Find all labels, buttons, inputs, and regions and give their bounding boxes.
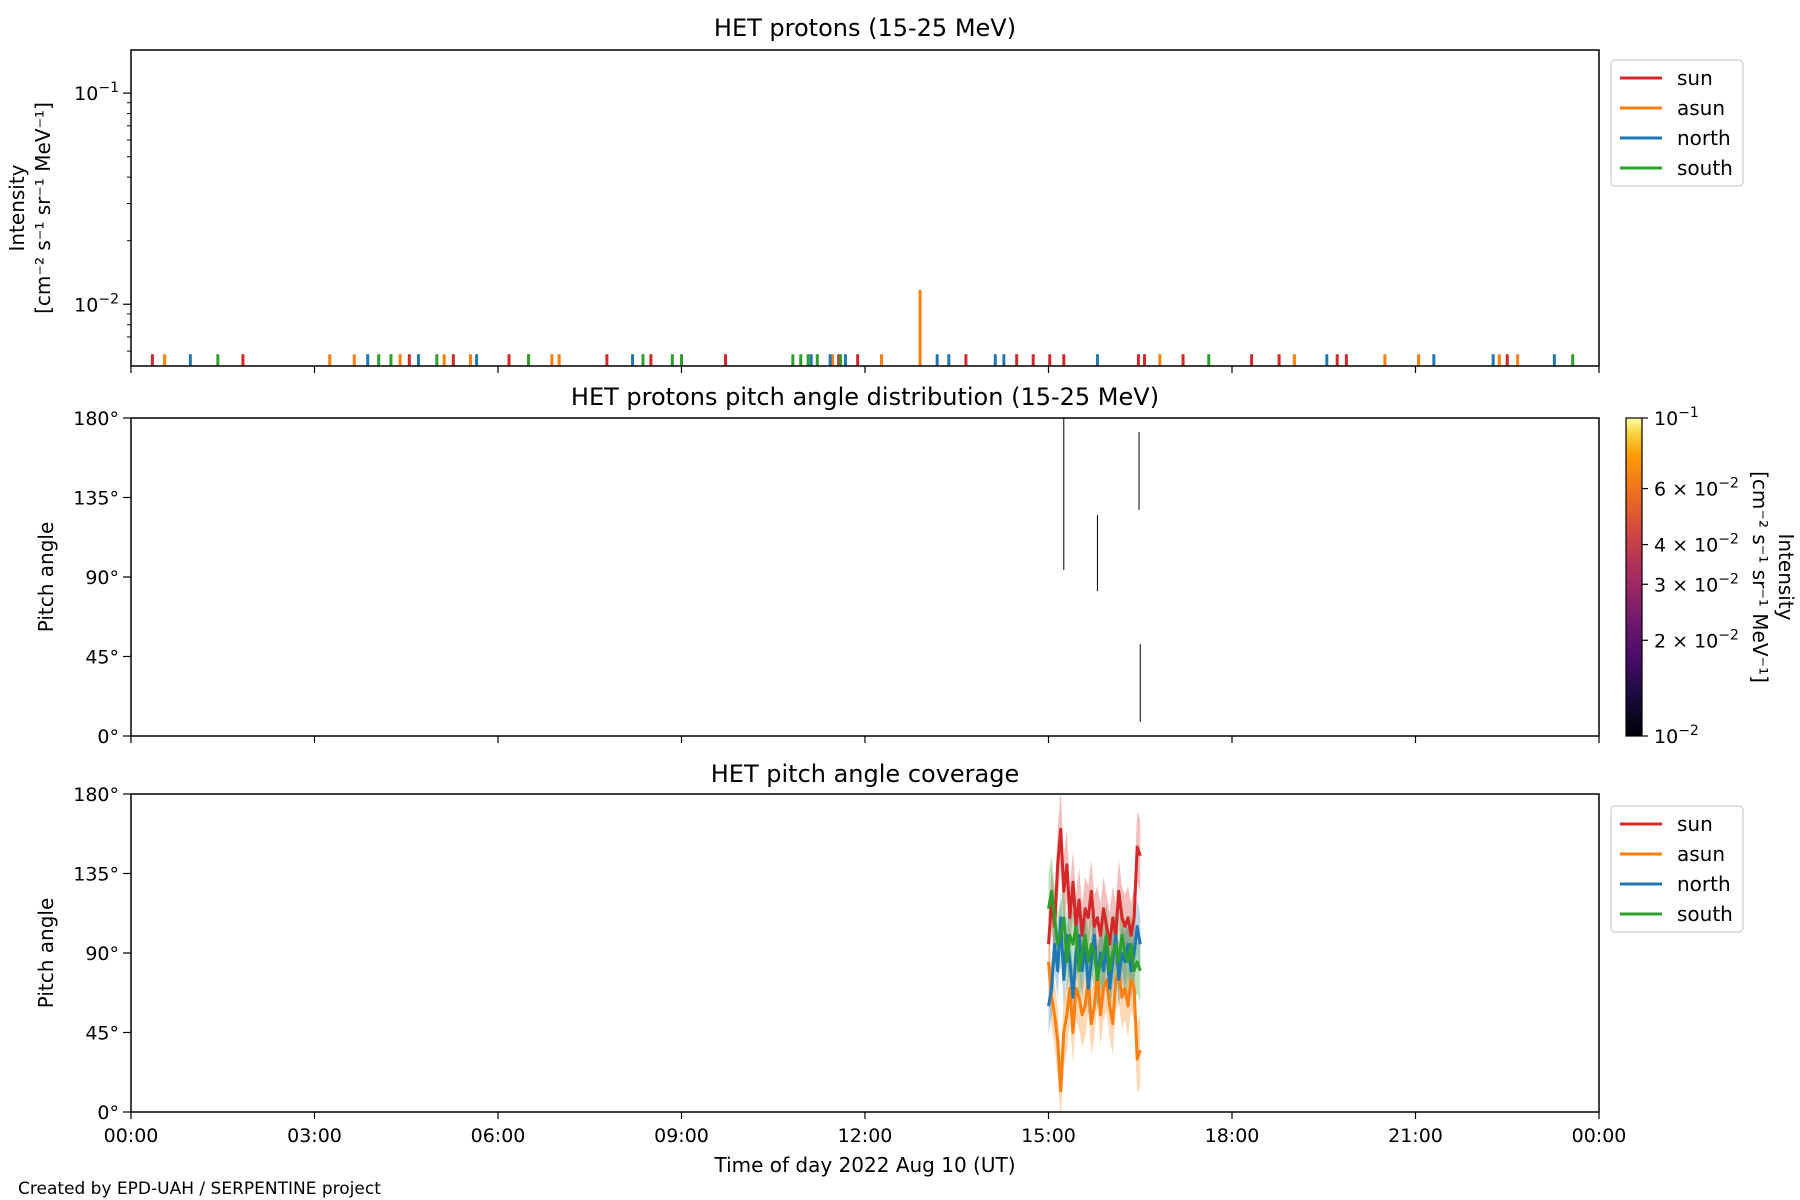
intensity-x-ticks (130, 366, 1600, 373)
x-axis-label: Time of day 2022 Aug 10 (UT) (713, 1153, 1015, 1177)
x-tick-label: 00:00 (104, 1125, 159, 1147)
intensity-plot-frame (130, 49, 1600, 367)
intensity-legend: sun asun north south (1610, 59, 1744, 187)
x-tick-label: 15:00 (1021, 1125, 1076, 1147)
footer-credit: Created by EPD-UAH / SERPENTINE project (18, 1179, 381, 1199)
intensity-y-label-line-2: [cm⁻² s⁻¹ sr⁻¹ MeV⁻¹] (31, 102, 55, 314)
coverage-plot-frame (130, 793, 1600, 1113)
colorbar-gradient (1625, 417, 1643, 737)
legend-label-sun: sun (1677, 66, 1713, 90)
intensity-panel-title: HET protons (15-25 MeV) (714, 14, 1016, 42)
intensity-plot-area (150, 289, 1575, 366)
coverage-y-ticks: 0° 45° 90° 135° 180° (73, 784, 131, 1124)
x-tick-label: 00:00 (1572, 1125, 1627, 1147)
colorbar-tick-label: 3 × 10−2 (1654, 571, 1739, 596)
y-tick-label: 135° (73, 864, 119, 886)
pad-plot-area (1063, 418, 1141, 722)
x-tick-label: 03:00 (287, 1125, 342, 1147)
legend-label-south: south (1677, 156, 1733, 180)
x-tick-label: 06:00 (471, 1125, 526, 1147)
pad-y-ticks: 0° 45° 90° 135° 180° (73, 408, 131, 748)
intensity-y-label-line-1: Intensity (5, 164, 29, 251)
coverage-x-ticks: 00:00 03:00 06:00 09:00 12:00 15:00 18:00 21:00… (104, 1112, 1627, 1147)
legend-box (1610, 805, 1744, 933)
y-tick-label: 90° (85, 567, 119, 589)
south-coverage-line (1047, 889, 1142, 981)
legend-label-north: north (1677, 872, 1731, 896)
colorbar-tick-label: 2 × 10−2 (1654, 627, 1739, 652)
legend-box (1610, 59, 1744, 187)
colorbar-label-line-1: Intensity (1774, 533, 1798, 620)
pad-x-ticks (130, 736, 1600, 743)
legend-label-south: south (1677, 902, 1733, 926)
y-tick-label: 45° (85, 647, 119, 669)
legend-label-asun: asun (1677, 842, 1725, 866)
colorbar-tick-label: 4 × 10−2 (1654, 532, 1739, 557)
colorbar-tick-label: 6 × 10−2 (1654, 476, 1739, 501)
pad-plot-frame (130, 417, 1600, 737)
y-tick-label: 45° (85, 1023, 119, 1045)
y-tick-label: 0° (97, 726, 119, 748)
colorbar-tick-label: 10−1 (1654, 405, 1699, 430)
sun-coverage-line (1047, 827, 1142, 946)
legend-label-sun: sun (1677, 812, 1713, 836)
pad-y-label: Pitch angle (34, 522, 58, 633)
y-tick-label: 135° (73, 488, 119, 510)
x-tick-label: 18:00 (1205, 1125, 1260, 1147)
intensity-y-ticks: 10−1 10−2 (74, 80, 131, 352)
x-tick-label: 21:00 (1388, 1125, 1443, 1147)
y-tick-label: 180° (73, 784, 119, 806)
y-tick-label: 10−1 (74, 80, 119, 105)
pad-panel-title: HET protons pitch angle distribution (15… (571, 383, 1159, 411)
y-tick-label: 10−2 (74, 291, 119, 316)
coverage-plot-area (1047, 794, 1142, 1112)
coverage-legend: sun asun north south (1610, 805, 1744, 933)
colorbar-tick-label: 10−2 (1654, 723, 1699, 748)
pad-colorbar: 10−1 6 × 10−2 4 × 10−2 3 × 10−2 2 × 10−2 10−2 (1625, 405, 1739, 748)
coverage-panel: HET pitch angle coverage 0° 45° 90° 135° 180… (34, 760, 1744, 1177)
north-coverage-line (1047, 916, 1142, 1007)
asun-coverage-line (1047, 961, 1142, 1093)
colorbar-label-line-2: [cm⁻² s⁻¹ sr⁻¹ MeV⁻¹] (1748, 471, 1772, 683)
y-tick-label: 180° (73, 408, 119, 430)
x-tick-label: 09:00 (654, 1125, 709, 1147)
x-tick-label: 12:00 (838, 1125, 893, 1147)
pad-panel: HET protons pitch angle distribution (15… (34, 383, 1798, 748)
coverage-y-label: Pitch angle (34, 898, 58, 1009)
intensity-panel: HET protons (15-25 MeV) 10−1 10−2 Intensi… (5, 14, 1744, 373)
legend-label-north: north (1677, 126, 1731, 150)
legend-label-asun: asun (1677, 96, 1725, 120)
y-tick-label: 90° (85, 943, 119, 965)
coverage-panel-title: HET pitch angle coverage (711, 760, 1019, 788)
y-tick-label: 0° (97, 1102, 119, 1124)
